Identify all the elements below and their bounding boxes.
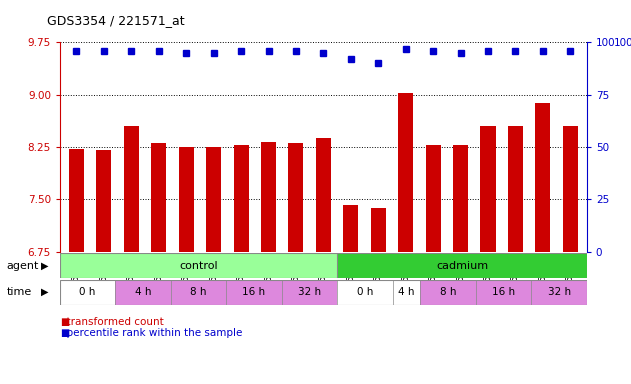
Text: cadmium: cadmium: [436, 261, 488, 271]
Bar: [282, 280, 337, 305]
Bar: [453, 145, 468, 252]
Bar: [171, 280, 227, 305]
Bar: [563, 126, 578, 252]
Text: 0 h: 0 h: [357, 287, 373, 297]
Bar: [288, 143, 304, 252]
Bar: [115, 280, 171, 305]
Bar: [151, 143, 167, 252]
Bar: [233, 145, 249, 252]
Bar: [124, 126, 139, 252]
Text: transformed count: transformed count: [60, 317, 163, 327]
Bar: [60, 253, 337, 278]
Bar: [337, 280, 392, 305]
Bar: [420, 280, 476, 305]
Bar: [480, 126, 495, 252]
Bar: [261, 142, 276, 252]
Bar: [69, 149, 84, 252]
Text: ▶: ▶: [41, 261, 49, 271]
Text: 8 h: 8 h: [191, 287, 207, 297]
Bar: [371, 208, 386, 252]
Text: GDS3354 / 221571_at: GDS3354 / 221571_at: [47, 14, 185, 27]
Bar: [227, 280, 282, 305]
Text: percentile rank within the sample: percentile rank within the sample: [60, 328, 242, 338]
Bar: [343, 205, 358, 252]
Y-axis label: 100%: 100%: [614, 38, 631, 48]
Bar: [316, 138, 331, 252]
Text: control: control: [179, 261, 218, 271]
Bar: [398, 93, 413, 252]
Text: 8 h: 8 h: [440, 287, 456, 297]
Text: time: time: [6, 287, 32, 297]
Bar: [392, 280, 420, 305]
Bar: [535, 103, 550, 252]
Text: 16 h: 16 h: [492, 287, 515, 297]
Text: 4 h: 4 h: [398, 287, 415, 297]
Bar: [476, 280, 531, 305]
Text: 32 h: 32 h: [298, 287, 321, 297]
Text: 16 h: 16 h: [242, 287, 266, 297]
Text: agent: agent: [6, 261, 38, 271]
Bar: [97, 151, 112, 252]
Text: ■: ■: [60, 328, 69, 338]
Text: 32 h: 32 h: [548, 287, 570, 297]
Bar: [60, 280, 115, 305]
Bar: [531, 280, 587, 305]
Text: 4 h: 4 h: [135, 287, 151, 297]
Bar: [179, 147, 194, 252]
Bar: [425, 145, 440, 252]
Bar: [337, 253, 587, 278]
Text: 0 h: 0 h: [80, 287, 96, 297]
Text: ▶: ▶: [41, 287, 49, 297]
Bar: [508, 126, 523, 252]
Bar: [206, 147, 221, 252]
Text: ■: ■: [60, 317, 69, 327]
